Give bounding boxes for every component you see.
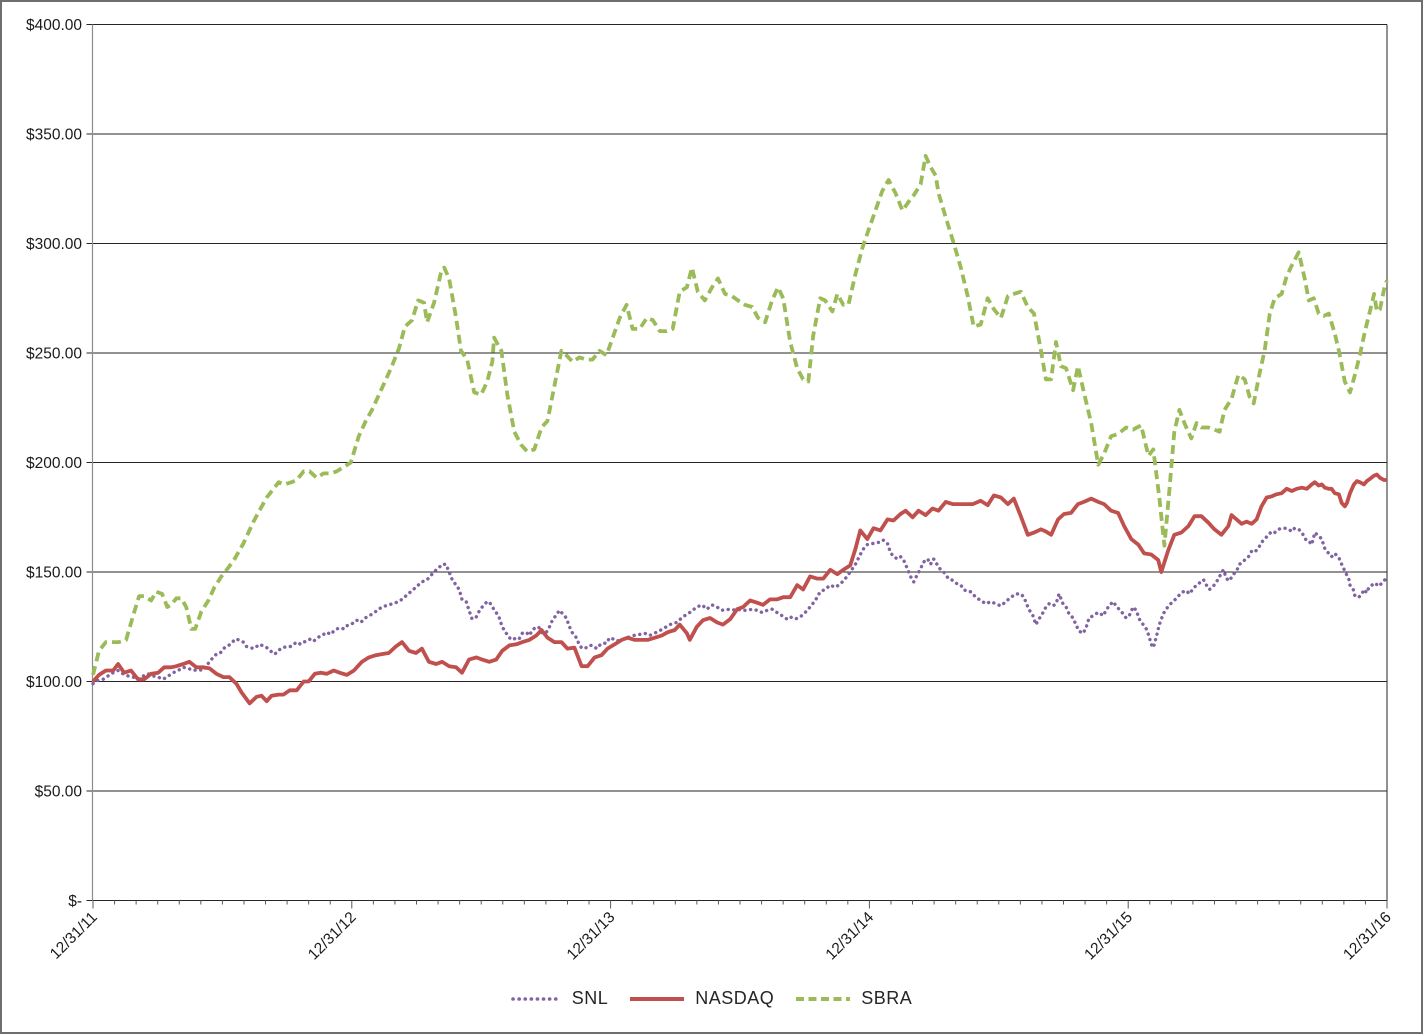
nasdaq-line-sample (630, 996, 685, 1001)
chart-legend: SNL NASDAQ SBRA (2, 988, 1421, 1009)
x-axis-label: 12/31/11 (47, 909, 101, 963)
y-axis-label: $- (68, 893, 82, 910)
legend-item-snl: SNL (510, 988, 609, 1009)
y-axis-label: $350.00 (26, 127, 82, 144)
legend-label-nasdaq: NASDAQ (695, 988, 775, 1008)
x-axis-label: 12/31/12 (305, 909, 360, 964)
legend-item-nasdaq: NASDAQ (628, 988, 774, 1009)
sbra-series-line (91, 154, 1389, 676)
legend-label-snl: SNL (571, 988, 609, 1008)
x-axis-label: 12/31/16 (1340, 909, 1395, 964)
sbra-line-sample (796, 996, 851, 1001)
y-axis-label: $150.00 (26, 565, 82, 582)
x-axis-label: 12/31/14 (823, 909, 878, 964)
legend-label-sbra: SBRA (861, 988, 913, 1008)
snl-series-line (91, 526, 1389, 686)
snl-line-sample (510, 996, 563, 1001)
y-axis-label: $100.00 (26, 674, 82, 691)
y-axis-label: $50.00 (35, 784, 83, 801)
y-axis-label: $300.00 (26, 236, 82, 253)
x-axis-label: 12/31/15 (1081, 909, 1136, 964)
y-axis-label: $400.00 (26, 17, 82, 34)
y-axis-label: $250.00 (26, 346, 82, 363)
legend-item-sbra: SBRA (794, 988, 912, 1009)
nasdaq-series-line (91, 472, 1387, 706)
y-axis-label: $200.00 (26, 455, 82, 472)
x-axis-label: 12/31/13 (564, 909, 619, 964)
